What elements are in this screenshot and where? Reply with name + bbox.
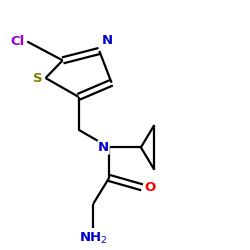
Text: Cl: Cl [10,35,25,48]
Text: S: S [34,72,43,85]
Text: NH$_2$: NH$_2$ [79,231,108,246]
Text: N: N [102,34,113,48]
Text: O: O [144,181,156,194]
Text: N: N [98,141,109,154]
